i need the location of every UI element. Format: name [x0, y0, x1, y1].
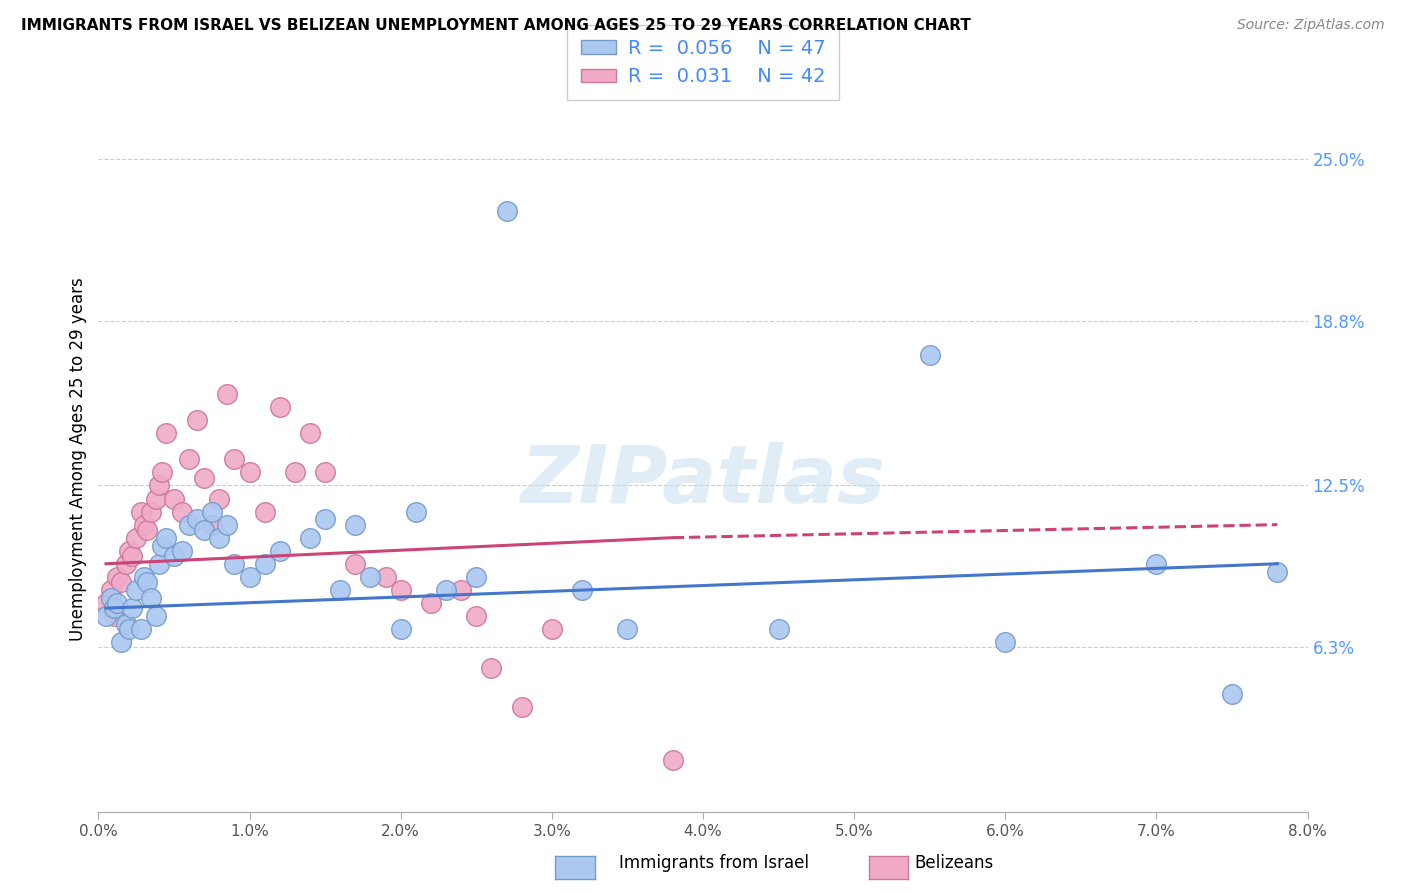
- Point: [148, 478, 170, 492]
- Point: [540, 622, 562, 636]
- Point: [994, 635, 1017, 649]
- Point: [121, 549, 143, 563]
- Point: [284, 466, 307, 480]
- Point: [125, 531, 148, 545]
- Text: ZIPatlas: ZIPatlas: [520, 442, 886, 519]
- Point: [141, 505, 163, 519]
- Point: [186, 512, 208, 526]
- Point: [132, 517, 155, 532]
- Text: Immigrants from Israel: Immigrants from Israel: [619, 855, 808, 872]
- Point: [105, 570, 128, 584]
- Point: [253, 505, 276, 519]
- Point: [135, 575, 157, 590]
- Y-axis label: Unemployment Among Ages 25 to 29 years: Unemployment Among Ages 25 to 29 years: [69, 277, 87, 641]
- Point: [389, 622, 412, 636]
- Point: [163, 491, 186, 506]
- Text: Belizeans: Belizeans: [914, 855, 993, 872]
- Point: [344, 517, 367, 532]
- Point: [465, 570, 488, 584]
- Point: [224, 557, 246, 571]
- Point: [208, 491, 231, 506]
- Point: [389, 582, 412, 597]
- Point: [103, 601, 125, 615]
- Point: [125, 582, 148, 597]
- Point: [314, 466, 336, 480]
- Point: [179, 517, 201, 532]
- Point: [163, 549, 186, 563]
- Point: [110, 575, 132, 590]
- Point: [118, 543, 141, 558]
- Point: [405, 505, 427, 519]
- Point: [571, 582, 593, 597]
- Point: [314, 512, 336, 526]
- Point: [329, 582, 352, 597]
- Point: [132, 570, 155, 584]
- Point: [465, 609, 488, 624]
- Point: [1220, 687, 1243, 701]
- Point: [118, 622, 141, 636]
- Text: IMMIGRANTS FROM ISRAEL VS BELIZEAN UNEMPLOYMENT AMONG AGES 25 TO 29 YEARS CORREL: IMMIGRANTS FROM ISRAEL VS BELIZEAN UNEMP…: [21, 18, 972, 33]
- Point: [135, 523, 157, 537]
- Point: [768, 622, 790, 636]
- Point: [94, 596, 117, 610]
- Point: [215, 517, 238, 532]
- Point: [145, 491, 167, 506]
- Point: [129, 505, 152, 519]
- Point: [201, 517, 224, 532]
- Point: [179, 452, 201, 467]
- Point: [224, 452, 246, 467]
- Point: [129, 622, 152, 636]
- Point: [155, 426, 177, 441]
- Point: [193, 523, 215, 537]
- Point: [114, 557, 136, 571]
- Point: [299, 426, 322, 441]
- Point: [100, 582, 122, 597]
- Point: [344, 557, 367, 571]
- Point: [495, 204, 517, 219]
- Point: [434, 582, 457, 597]
- Text: Source: ZipAtlas.com: Source: ZipAtlas.com: [1237, 18, 1385, 32]
- Point: [114, 616, 136, 631]
- Point: [420, 596, 443, 610]
- Point: [94, 609, 117, 624]
- Point: [239, 466, 262, 480]
- Point: [150, 539, 173, 553]
- Point: [1146, 557, 1168, 571]
- Point: [616, 622, 638, 636]
- Point: [103, 609, 125, 624]
- Point: [148, 557, 170, 571]
- Point: [374, 570, 396, 584]
- Point: [253, 557, 276, 571]
- Point: [481, 661, 503, 675]
- Point: [150, 466, 173, 480]
- Point: [269, 543, 291, 558]
- Point: [186, 413, 208, 427]
- Point: [661, 752, 683, 766]
- Point: [170, 543, 193, 558]
- Point: [450, 582, 472, 597]
- Point: [215, 387, 238, 401]
- Point: [105, 596, 128, 610]
- Point: [110, 635, 132, 649]
- Point: [170, 505, 193, 519]
- Point: [145, 609, 167, 624]
- Point: [155, 531, 177, 545]
- Point: [299, 531, 322, 545]
- Point: [239, 570, 262, 584]
- Point: [510, 700, 533, 714]
- Point: [121, 601, 143, 615]
- Legend: R =  0.056    N = 47, R =  0.031    N = 42: R = 0.056 N = 47, R = 0.031 N = 42: [567, 25, 839, 100]
- Point: [1267, 565, 1289, 579]
- Point: [100, 591, 122, 605]
- Point: [269, 400, 291, 414]
- Point: [208, 531, 231, 545]
- Point: [201, 505, 224, 519]
- Point: [360, 570, 382, 584]
- Point: [193, 470, 215, 484]
- Point: [918, 348, 941, 362]
- Point: [141, 591, 163, 605]
